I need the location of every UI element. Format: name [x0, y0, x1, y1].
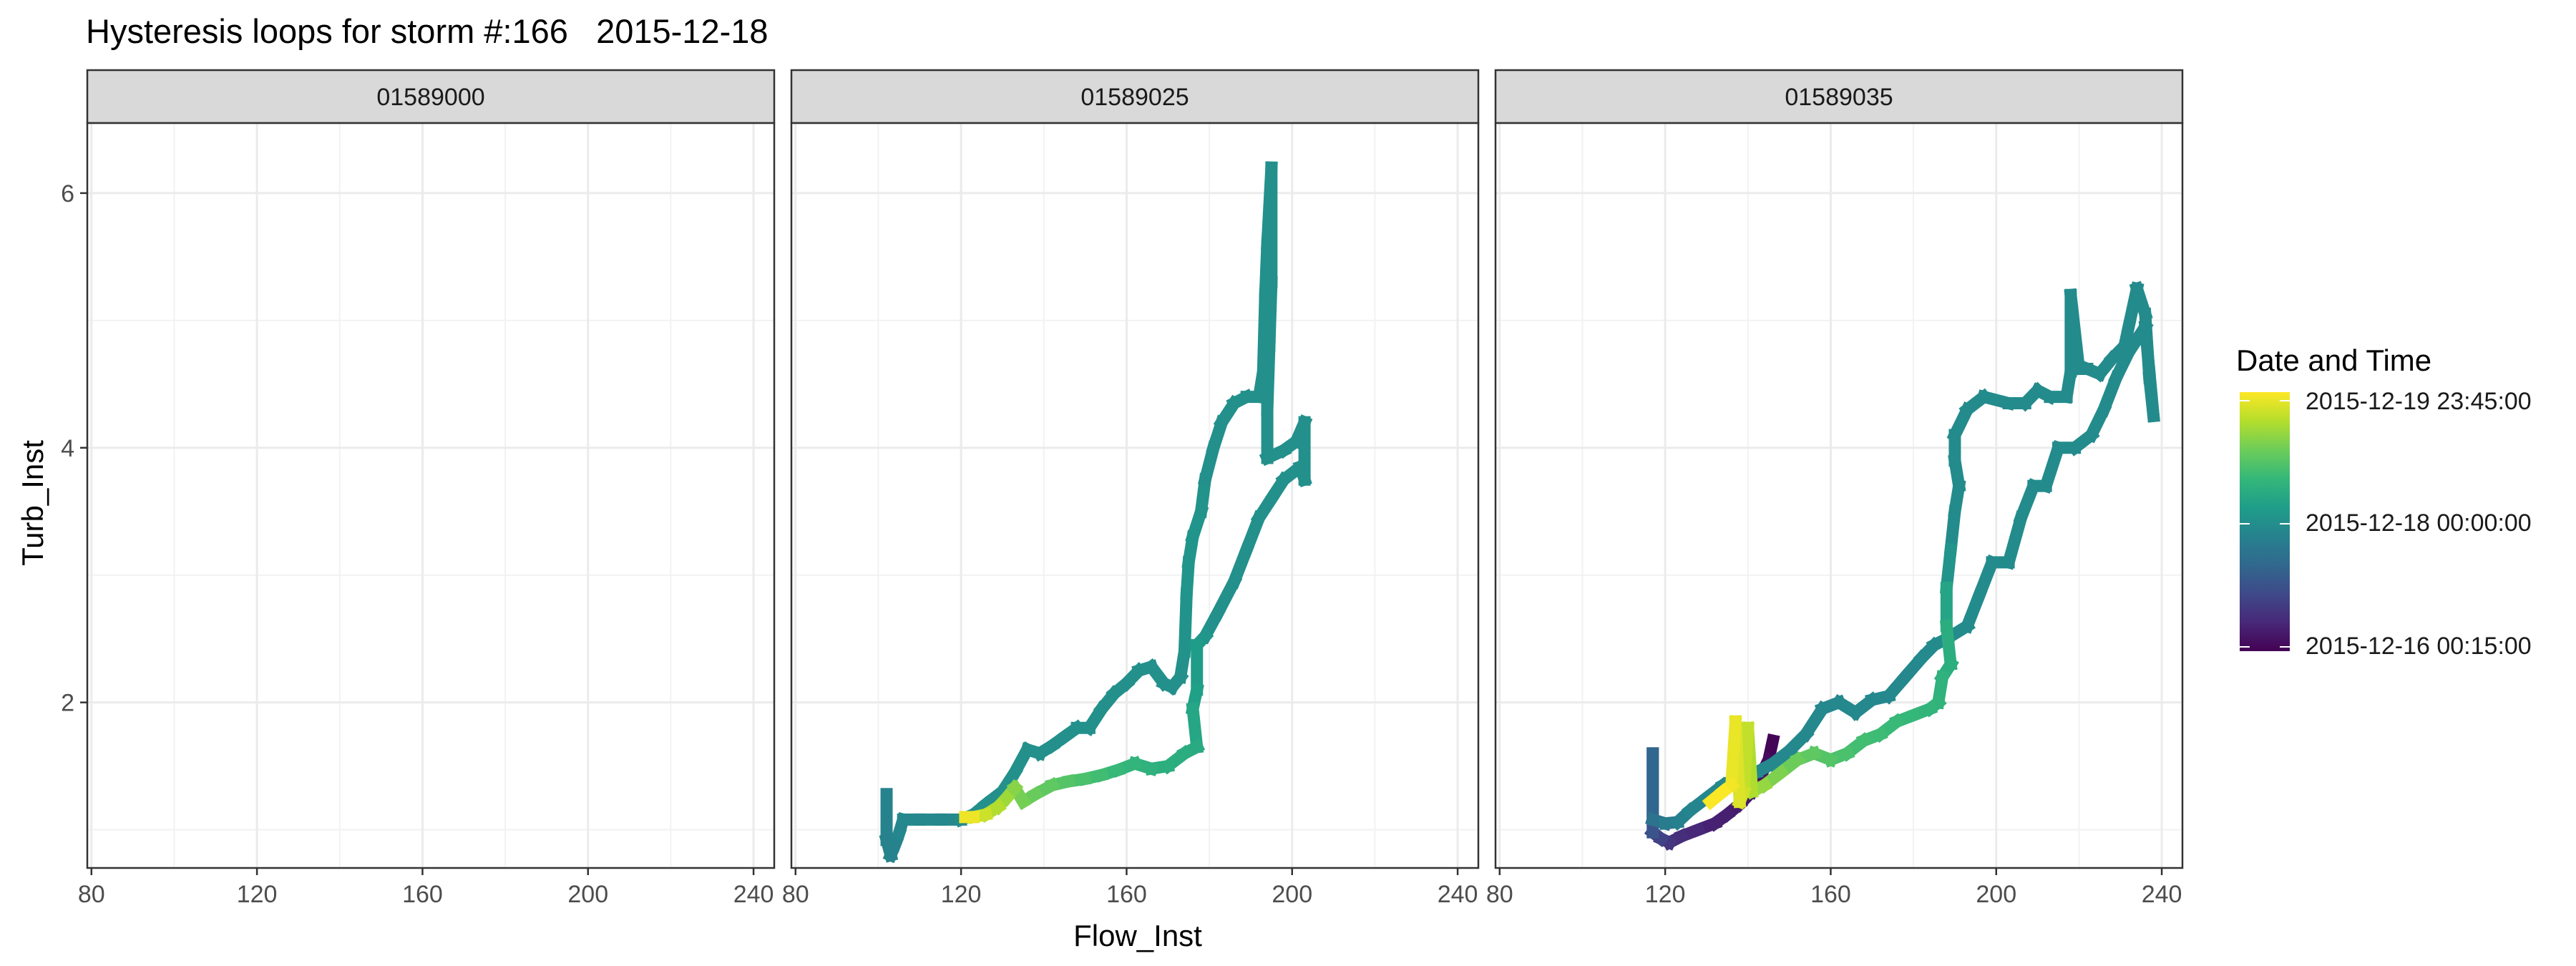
- facet-panel-01589035: 01589035 80 120 160 200 240: [1486, 69, 2184, 908]
- hysteresis-segment: [1178, 587, 1194, 658]
- hysteresis-segment: [2038, 440, 2067, 494]
- legend-colorbar: [2240, 392, 2290, 651]
- x-tick-label: 80: [1486, 881, 1513, 908]
- facet-strip-label: 01589025: [1080, 84, 1189, 111]
- facet-strip: [86, 69, 776, 125]
- facet-strip: [1494, 69, 2184, 125]
- panel-background: [87, 123, 774, 868]
- y-tick-label: 2: [61, 690, 74, 717]
- x-tick-label: 80: [782, 881, 809, 908]
- hysteresis-segment: [2138, 307, 2156, 384]
- x-tick-label: 240: [1438, 881, 1478, 908]
- x-tick-label: 120: [1645, 881, 1686, 908]
- panel-border: [1494, 122, 2184, 869]
- hysteresis-segment: [2001, 510, 2029, 570]
- legend-title: Date and Time: [2236, 343, 2431, 377]
- facet-panel-01589025: 01589025 80 120 160 200 240: [782, 69, 1480, 908]
- hysteresis-segment: [1724, 715, 1742, 792]
- y-tick-label: 4: [61, 435, 74, 462]
- panel-background: [1496, 123, 2182, 868]
- legend-label-bottom: 2015-12-16 00:15:00: [2306, 633, 2532, 660]
- legend-label-middle: 2015-12-18 00:00:00: [2306, 509, 2532, 537]
- hysteresis-segment: [1263, 275, 1278, 353]
- x-tick-label: 120: [941, 881, 982, 908]
- x-tick-label: 120: [237, 881, 278, 908]
- x-axis-label: Flow_Inst: [1073, 919, 1202, 952]
- facet-panels: 01589000 80 120 160 200 240 2 4 6 01589025 80 120 16…: [61, 69, 2184, 908]
- color-legend: Date and Time 2015-12-19 23:45:00 2015-1…: [2236, 343, 2532, 660]
- chart-title: Hysteresis loops for storm #:166 2015-12…: [86, 12, 769, 50]
- hysteresis-segment: [1261, 339, 1276, 416]
- legend-ticks: [2240, 400, 2290, 648]
- panel-border: [790, 122, 1480, 869]
- facet-strip: [790, 69, 1480, 125]
- x-tick-label: 240: [2142, 881, 2182, 908]
- hysteresis-segment: [1939, 542, 1958, 595]
- x-tick-label: 240: [733, 881, 774, 908]
- legend-label-top: 2015-12-19 23:45:00: [2306, 388, 2532, 415]
- hysteresis-segment: [2121, 281, 2145, 334]
- facet-strip-label: 01589000: [376, 84, 484, 111]
- x-tick-label: 200: [1976, 881, 2016, 908]
- x-tick-label: 160: [1106, 881, 1147, 908]
- facet-panel-01589000: 01589000 80 120 160 200 240 2 4 6: [61, 69, 776, 908]
- hysteresis-segment: [1943, 504, 1962, 557]
- x-tick-label: 200: [567, 881, 608, 908]
- hysteresis-segment: [1702, 783, 1732, 811]
- panel-border: [86, 122, 776, 869]
- facet-strip-label: 01589035: [1785, 84, 1893, 111]
- x-tick-label: 160: [1810, 881, 1851, 908]
- y-tick-label: 6: [61, 180, 74, 208]
- panel-background: [791, 123, 1478, 868]
- x-tick-label: 200: [1272, 881, 1312, 908]
- x-tick-label: 80: [78, 881, 105, 908]
- x-tick-label: 160: [402, 881, 443, 908]
- hysteresis-segment: [2142, 371, 2160, 423]
- y-axis-label: Turb_Inst: [16, 440, 49, 566]
